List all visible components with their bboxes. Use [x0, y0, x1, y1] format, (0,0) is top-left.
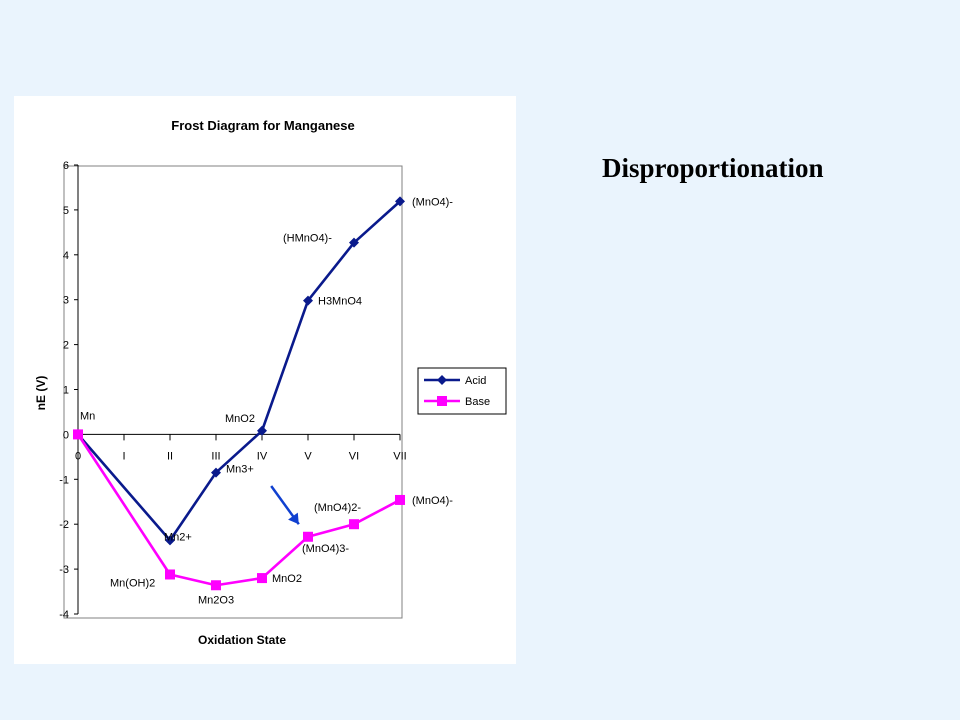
- data-point-base: [395, 494, 405, 505]
- data-label: MnO2: [272, 573, 302, 585]
- x-tick-label: II: [167, 450, 173, 462]
- y-tick-label: 0: [63, 429, 69, 441]
- data-label: Mn2+: [164, 531, 192, 543]
- x-tick-label: IV: [257, 450, 268, 462]
- series-line-acid: [77, 200, 401, 542]
- y-tick-label: 6: [63, 160, 69, 172]
- data-point-base: [257, 573, 267, 584]
- data-label: (MnO4)3-: [302, 543, 349, 555]
- y-tick-label: -1: [59, 474, 69, 486]
- x-tick-label: VII: [393, 450, 406, 462]
- x-tick-label: V: [304, 450, 312, 462]
- y-tick-label: 2: [63, 340, 69, 352]
- legend: Acid Base: [417, 367, 507, 415]
- data-label: (MnO4)-: [412, 495, 453, 507]
- data-point-acid: [349, 237, 359, 248]
- data-point-acid: [165, 535, 175, 546]
- legend-marker-acid: [437, 375, 447, 385]
- y-axis-title: nE (V): [34, 376, 48, 411]
- data-point-acid: [395, 196, 405, 207]
- plot-area: [63, 165, 403, 619]
- data-label: H3MnO4: [318, 296, 362, 308]
- data-point-acid: [303, 295, 313, 306]
- data-label: (MnO4)2-: [314, 502, 361, 514]
- data-point-base: [349, 519, 359, 530]
- chart-svg: Frost Diagram for Manganese Oxidation St…: [34, 118, 507, 647]
- y-tick-label: 3: [63, 295, 69, 307]
- legend-marker-base: [437, 396, 447, 406]
- data-label: Mn3+: [226, 464, 254, 476]
- y-tick-label: -4: [59, 609, 69, 621]
- x-tick-label: VI: [349, 450, 359, 462]
- chart-title: Frost Diagram for Manganese: [171, 118, 355, 133]
- y-tick-label: 1: [63, 385, 69, 397]
- data-label: Mn(OH)2: [110, 577, 155, 589]
- y-tick-label: -3: [59, 564, 69, 576]
- data-label: Mn2O3: [198, 594, 234, 606]
- data-point-base: [73, 429, 83, 440]
- data-point-base: [165, 569, 175, 580]
- x-tick-label: I: [122, 450, 125, 462]
- y-tick-label: -2: [59, 519, 69, 531]
- data-label: Mn: [80, 410, 95, 422]
- data-label: MnO2: [225, 413, 255, 425]
- data-point-acid: [257, 425, 267, 436]
- x-tick-label: III: [211, 450, 220, 462]
- data-point-base: [211, 580, 221, 591]
- x-tick-label: 0: [75, 450, 81, 462]
- y-tick-label: 5: [63, 205, 69, 217]
- data-point-acid: [211, 467, 221, 478]
- data-label: (MnO4)-: [412, 196, 453, 208]
- legend-box: [417, 367, 507, 415]
- legend-label-base: Base: [465, 396, 490, 408]
- slide-heading: Disproportionation: [602, 153, 824, 183]
- annotation-arrow-head: [288, 512, 299, 525]
- data-label: (HMnO4)-: [283, 233, 332, 245]
- y-tick-label: 4: [63, 250, 69, 262]
- x-axis-title: Oxidation State: [198, 633, 286, 647]
- data-point-base: [303, 531, 313, 542]
- frost-diagram-chart: Frost Diagram for Manganese Oxidation St…: [14, 96, 516, 664]
- legend-label-acid: Acid: [465, 375, 486, 387]
